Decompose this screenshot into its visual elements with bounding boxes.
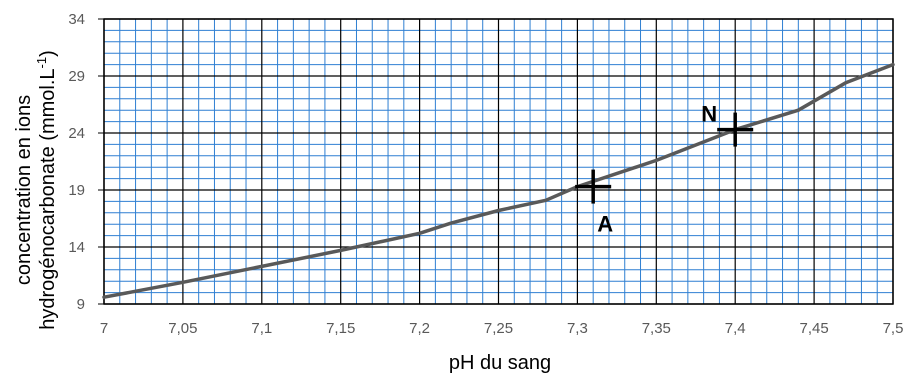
x-tick-label: 7,2	[409, 320, 430, 337]
y-axis-title-unit-exponent: -1	[34, 57, 49, 69]
point-label-a: A	[597, 212, 613, 237]
x-tick-label: 7,1	[251, 320, 272, 337]
x-tick-label: 7,45	[799, 320, 828, 337]
data-series-line	[102, 62, 895, 299]
plot-frame	[103, 18, 894, 305]
x-tick-label: 7,15	[326, 320, 355, 337]
y-axis-title-line2-end: )	[37, 50, 59, 57]
x-axis-title: pH du sang	[449, 352, 551, 374]
y-tick-label: 19	[68, 182, 85, 199]
y-tick-label: 24	[68, 125, 85, 142]
y-tick-label: 34	[68, 11, 85, 28]
y-axis-title: concentration en ions hydrogénocarbonate…	[13, 50, 59, 330]
x-tick-label: 7,4	[725, 320, 746, 337]
series-line	[102, 62, 895, 299]
y-tick-label: 14	[68, 239, 85, 256]
y-axis-title-line2-main: hydrogénocarbonate (mmol.L	[37, 68, 59, 329]
y-axis-title-line2: hydrogénocarbonate (mmol.L-1)	[34, 50, 59, 330]
y-tick-label: 9	[77, 296, 85, 313]
point-marker-n	[717, 112, 754, 147]
annotations: NA	[575, 102, 754, 237]
x-tick-label: 7,05	[168, 320, 197, 337]
x-tick-label: 7,35	[642, 320, 671, 337]
grid	[103, 18, 894, 305]
x-tick-label: 7,5	[883, 320, 904, 337]
point-marker-a	[575, 169, 612, 204]
x-tick-label: 7,3	[567, 320, 588, 337]
x-tick-label: 7	[100, 320, 108, 337]
point-label-n: N	[701, 102, 717, 127]
ticks: 7 7,05 7,1 7,15 7,2 7,25 7,3 7,35 7,4 7,45 7,5 9 14 1…	[68, 11, 903, 337]
y-tick-label: 29	[68, 68, 85, 85]
x-tick-label: 7,25	[484, 320, 513, 337]
y-axis-title-line1: concentration en ions	[13, 95, 35, 285]
